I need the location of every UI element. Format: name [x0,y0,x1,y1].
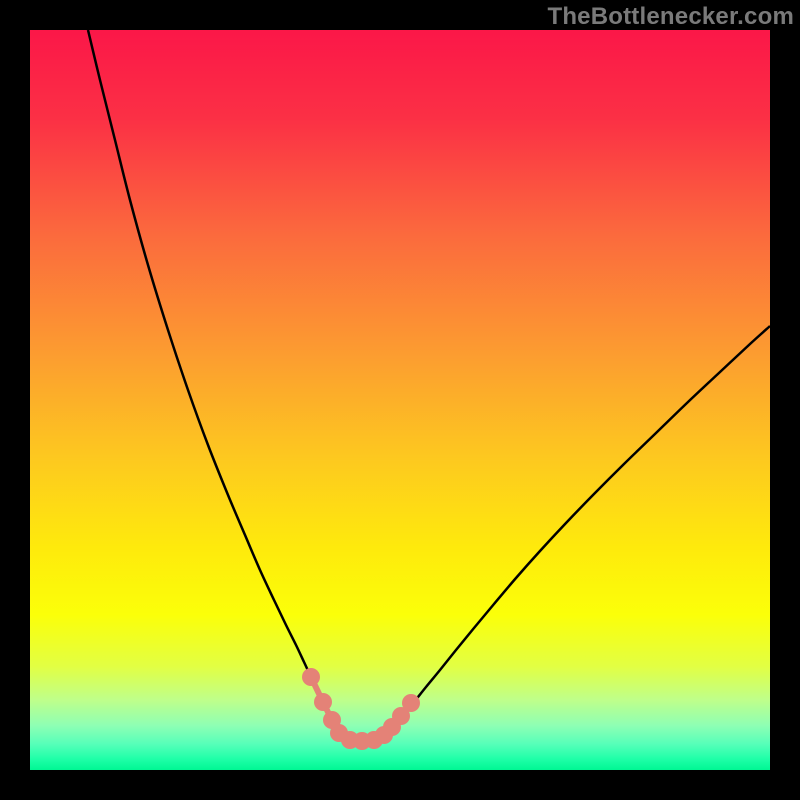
watermark-text: TheBottlenecker.com [547,3,794,31]
bead-chain [302,668,420,750]
plot-area [30,30,770,770]
curve-right-branch [386,326,770,738]
curve-left-branch [88,30,342,738]
chart-overlay [30,30,770,770]
frame-border [0,0,800,800]
